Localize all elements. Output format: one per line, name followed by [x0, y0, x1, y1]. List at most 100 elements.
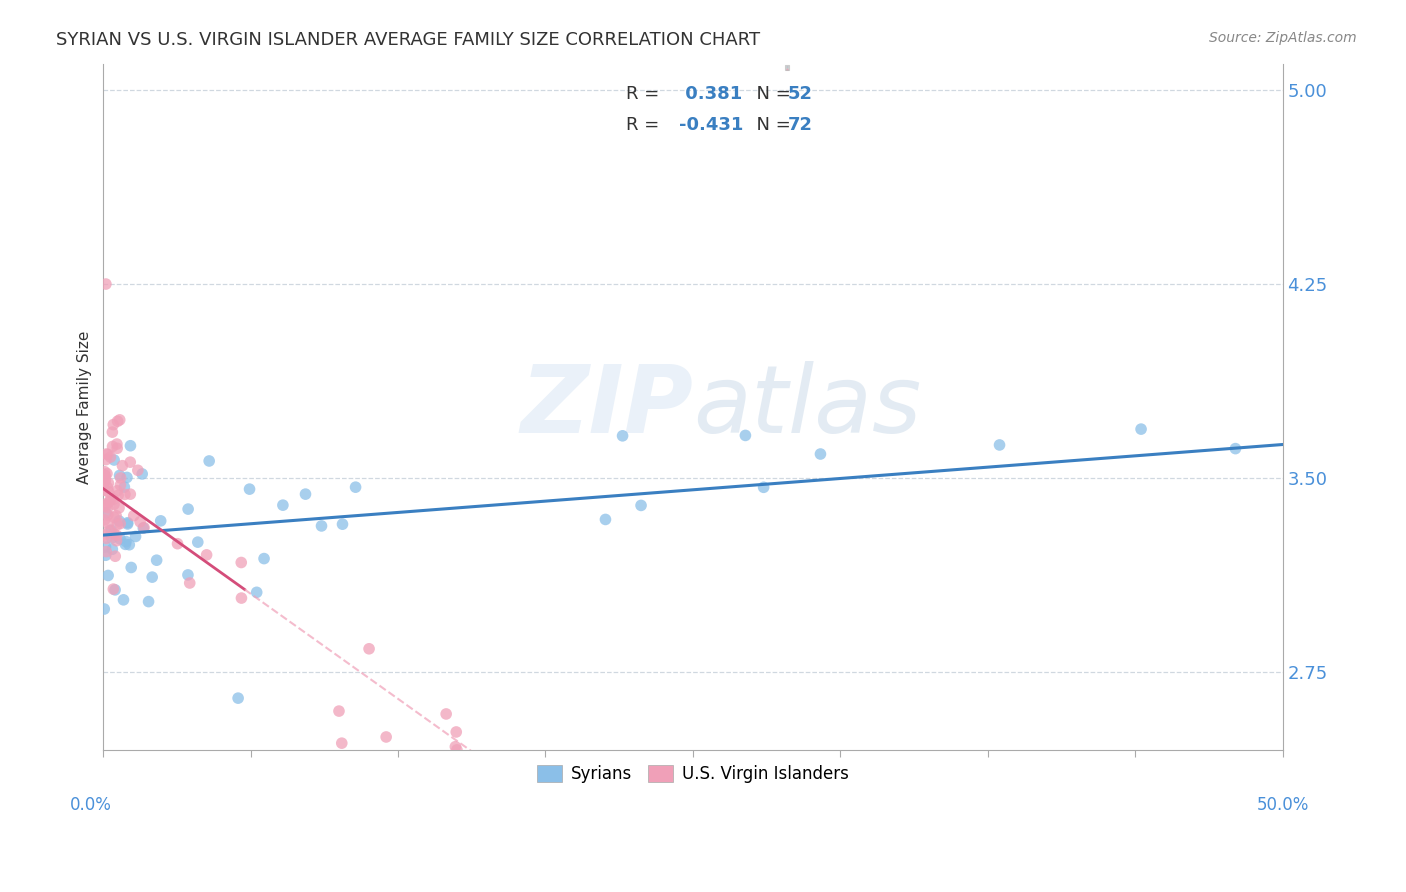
- Point: [132, 520, 155, 534]
- Legend: Syrians, U.S. Virgin Islanders: Syrians, U.S. Virgin Islanders: [530, 758, 855, 789]
- Text: N =: N =: [745, 85, 797, 103]
- Point: [94, 452, 117, 467]
- Point: [97, 516, 120, 531]
- Point: [112, 592, 135, 607]
- Point: [141, 570, 163, 584]
- Point: [246, 585, 269, 599]
- Point: [98, 494, 121, 508]
- Point: [103, 492, 125, 507]
- Point: [94, 506, 117, 520]
- Point: [108, 532, 131, 546]
- Point: [97, 500, 120, 515]
- Text: 72: 72: [787, 116, 813, 134]
- Point: [101, 440, 124, 454]
- Point: [96, 544, 118, 558]
- Point: [111, 458, 134, 473]
- Point: [120, 560, 142, 574]
- Y-axis label: Average Family Size: Average Family Size: [77, 330, 91, 483]
- Point: [198, 454, 221, 468]
- Text: N =: N =: [745, 116, 797, 134]
- Point: [108, 514, 131, 528]
- Point: [444, 739, 467, 754]
- Point: [96, 481, 118, 495]
- Point: [332, 517, 354, 532]
- Point: [96, 467, 118, 481]
- Point: [104, 582, 127, 597]
- Text: ZIP: ZIP: [520, 361, 693, 453]
- Point: [132, 521, 155, 535]
- Point: [120, 487, 142, 501]
- Point: [112, 480, 135, 494]
- Point: [734, 428, 756, 442]
- Point: [103, 417, 125, 432]
- Point: [752, 480, 775, 494]
- Point: [344, 480, 367, 494]
- Point: [97, 485, 120, 500]
- Point: [294, 487, 316, 501]
- Point: [97, 568, 120, 582]
- Point: [129, 515, 152, 529]
- Point: [231, 591, 253, 605]
- Point: [94, 468, 117, 483]
- Text: -0.431: -0.431: [679, 116, 744, 134]
- Point: [93, 602, 115, 616]
- Point: [103, 453, 125, 467]
- Point: [115, 470, 138, 484]
- Point: [96, 447, 118, 461]
- Point: [105, 442, 128, 456]
- Point: [131, 467, 153, 481]
- Point: [114, 537, 136, 551]
- Point: [330, 736, 353, 750]
- Point: [114, 487, 136, 501]
- Point: [612, 429, 634, 443]
- Point: [124, 529, 146, 543]
- Point: [226, 691, 249, 706]
- Point: [107, 488, 129, 502]
- Point: [810, 447, 832, 461]
- Point: [103, 510, 125, 524]
- Point: [179, 576, 201, 591]
- Point: [98, 523, 121, 537]
- Point: [375, 730, 398, 744]
- Point: [104, 549, 127, 564]
- Point: [93, 465, 115, 479]
- Point: [103, 497, 125, 511]
- Point: [105, 508, 128, 523]
- Point: [103, 526, 125, 541]
- Point: [120, 439, 142, 453]
- Point: [117, 516, 139, 531]
- Point: [988, 438, 1011, 452]
- Point: [94, 540, 117, 554]
- Point: [93, 483, 115, 498]
- Point: [108, 516, 131, 531]
- Point: [94, 497, 117, 511]
- Point: [105, 483, 128, 498]
- Point: [117, 516, 139, 530]
- Text: 52: 52: [787, 85, 813, 103]
- Point: [630, 499, 652, 513]
- Point: [97, 447, 120, 461]
- Point: [93, 475, 115, 490]
- Point: [127, 463, 149, 477]
- Point: [100, 523, 122, 537]
- Point: [115, 534, 138, 549]
- Point: [100, 531, 122, 545]
- Point: [122, 508, 145, 523]
- Point: [100, 450, 122, 464]
- Point: [94, 474, 117, 488]
- Point: [328, 704, 350, 718]
- Point: [118, 538, 141, 552]
- Point: [94, 499, 117, 513]
- Text: R =: R =: [626, 116, 665, 134]
- Point: [108, 468, 131, 483]
- Point: [231, 556, 253, 570]
- Text: SYRIAN VS U.S. VIRGIN ISLANDER AVERAGE FAMILY SIZE CORRELATION CHART: SYRIAN VS U.S. VIRGIN ISLANDER AVERAGE F…: [56, 31, 761, 49]
- Point: [177, 568, 200, 582]
- Point: [97, 476, 120, 491]
- Point: [253, 551, 276, 566]
- Point: [311, 519, 333, 533]
- Point: [138, 594, 160, 608]
- Point: [101, 542, 124, 557]
- Point: [105, 528, 128, 542]
- Point: [149, 514, 172, 528]
